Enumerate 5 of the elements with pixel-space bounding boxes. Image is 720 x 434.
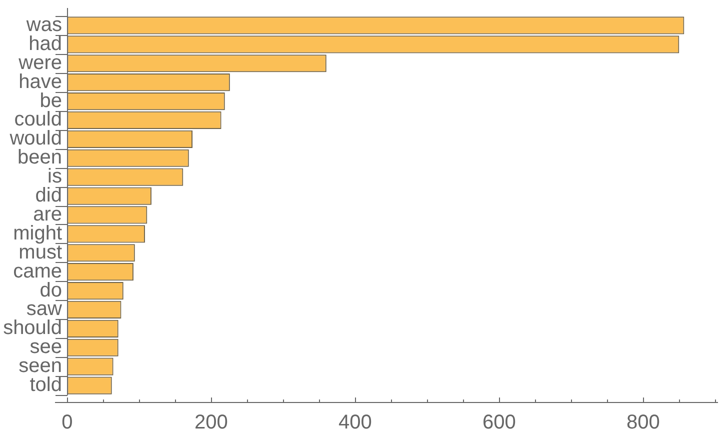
x-tick-label: 200 — [194, 412, 228, 434]
x-tick-label: 800 — [626, 412, 660, 434]
x-tick-label: 0 — [62, 412, 73, 434]
x-tick-label: 600 — [482, 412, 516, 434]
x-tick-label: 400 — [338, 412, 372, 434]
